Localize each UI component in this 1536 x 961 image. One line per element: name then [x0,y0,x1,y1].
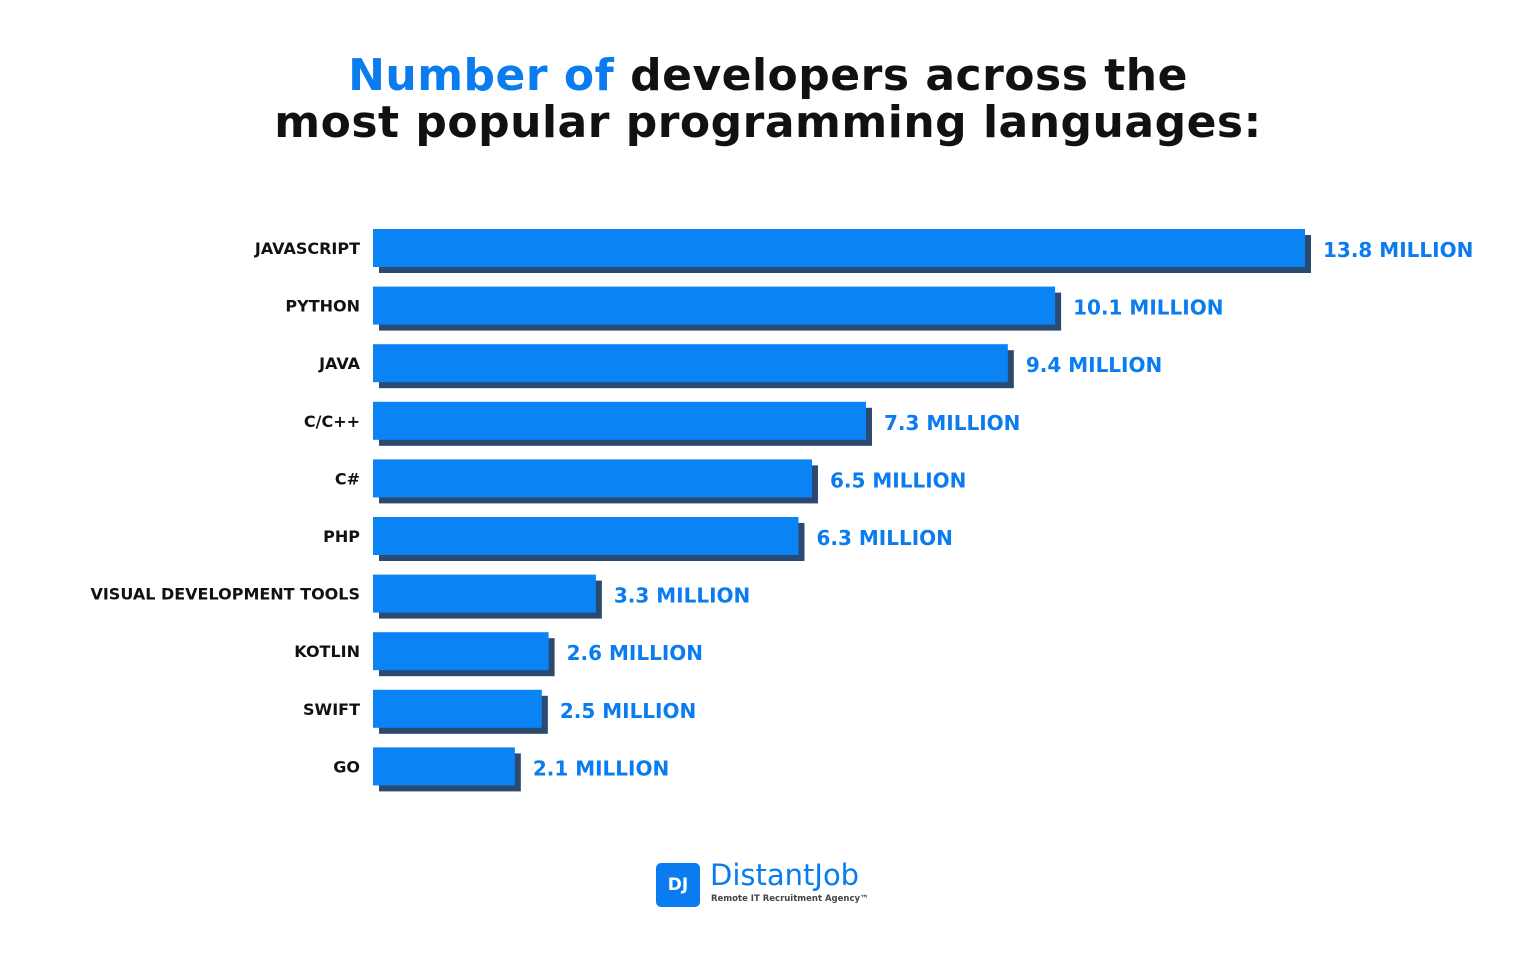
value-label: 6.3 MILLION [816,526,952,550]
category-label: GO [333,757,360,776]
bar [373,574,596,613]
title-accent: Number of [348,50,615,101]
value-label: 9.4 MILLION [1026,353,1162,377]
title-line1: developers across the [614,50,1188,101]
bar [373,459,812,498]
value-label: 6.5 MILLION [830,468,966,492]
category-label: C# [335,469,360,488]
distantjob-logo: DJ DistantJob Remote IT Recruitment Agen… [656,858,886,912]
category-label: PHP [323,527,360,546]
bar [373,517,799,555]
logo-mark: DJ [656,863,700,907]
chart-title: Number of developers across the most pop… [0,52,1536,146]
value-label: 2.1 MILLION [533,756,669,780]
title-line2: most popular programming languages: [274,97,1262,148]
category-label: C/C++ [304,412,360,431]
bar [373,401,867,440]
category-label: SWIFT [303,700,360,719]
category-label: PYTHON [285,297,360,316]
bar [373,632,549,671]
logo-name: DistantJob [710,858,860,892]
bar [373,689,542,728]
value-label: 7.3 MILLION [884,411,1020,435]
category-label: JAVASCRIPT [254,239,360,258]
value-label: 2.6 MILLION [567,641,703,665]
value-label: 3.3 MILLION [614,584,750,608]
value-label: 13.8 MILLION [1323,238,1473,262]
value-label: 10.1 MILLION [1073,296,1223,320]
bar [373,747,515,786]
logo-tagline: Remote IT Recruitment Agency™ [711,894,869,904]
bar [373,286,1056,325]
category-label: VISUAL DEVELOPMENT TOOLS [90,585,360,604]
value-label: 2.5 MILLION [560,699,696,723]
category-label: KOTLIN [294,642,360,661]
category-label: JAVA [318,354,361,373]
bar [373,229,1305,267]
bar [373,344,1008,383]
